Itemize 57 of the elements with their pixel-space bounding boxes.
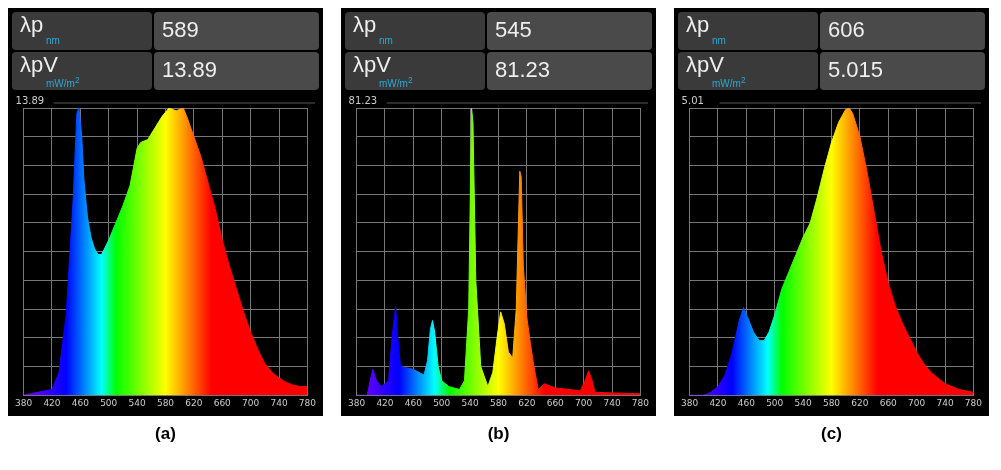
text: (a)	[154, 424, 177, 444]
text: λp	[686, 12, 710, 38]
text: nm	[379, 35, 393, 46]
x-tick-label: 580	[822, 397, 841, 408]
x-tick-label: 420	[376, 397, 394, 408]
text: λpV	[353, 52, 391, 78]
x-tick-label: 660	[879, 397, 898, 408]
x-tick-label: 380	[681, 397, 699, 408]
text: 5.01	[681, 94, 704, 106]
text: λp	[353, 12, 377, 38]
x-tick-label: 700	[575, 397, 593, 408]
x-tick-label: 580	[489, 397, 508, 408]
text: 81.23	[495, 57, 551, 83]
x-tick-label: 500	[766, 397, 784, 408]
x-tick-label: 580	[156, 397, 175, 408]
x-tick-label: 420	[43, 397, 61, 408]
x-tick-label: 540	[794, 397, 812, 408]
text: 5.015	[828, 57, 884, 83]
text: (b)	[486, 424, 511, 444]
text: 81.23	[348, 94, 378, 106]
text: λpV	[686, 52, 724, 78]
x-tick-label: 500	[100, 397, 118, 408]
text: λp	[20, 12, 44, 38]
x-tick-label: 380	[348, 397, 366, 408]
x-tick-label: 740	[936, 397, 954, 408]
text: 606	[828, 17, 865, 43]
x-tick-label: 780	[298, 397, 317, 408]
text: λpV	[20, 52, 58, 78]
x-tick-label: 660	[546, 397, 565, 408]
x-tick-label: 740	[270, 397, 288, 408]
x-tick-label: 540	[461, 397, 479, 408]
text: mW/m$^{2}$	[379, 75, 413, 90]
text: mW/m$^{2}$	[46, 75, 80, 90]
text: (c)	[820, 424, 843, 444]
x-tick-label: 420	[709, 397, 727, 408]
x-tick-label: 500	[433, 397, 451, 408]
x-tick-label: 780	[964, 397, 983, 408]
text: nm	[46, 35, 60, 46]
x-tick-label: 620	[185, 397, 203, 408]
text: mW/m$^{2}$	[712, 75, 746, 90]
x-tick-label: 460	[71, 397, 90, 408]
text: 545	[495, 17, 532, 43]
text: 13.89	[15, 94, 45, 106]
x-tick-label: 700	[908, 397, 926, 408]
x-tick-label: 460	[737, 397, 756, 408]
x-tick-label: 620	[851, 397, 869, 408]
text: nm	[712, 35, 726, 46]
x-tick-label: 460	[404, 397, 423, 408]
text: 13.89	[162, 57, 218, 83]
x-tick-label: 380	[15, 397, 33, 408]
x-tick-label: 700	[242, 397, 260, 408]
x-tick-label: 740	[603, 397, 621, 408]
x-tick-label: 620	[518, 397, 536, 408]
x-tick-label: 780	[631, 397, 650, 408]
x-tick-label: 540	[128, 397, 146, 408]
text: 589	[162, 17, 199, 43]
x-tick-label: 660	[213, 397, 232, 408]
